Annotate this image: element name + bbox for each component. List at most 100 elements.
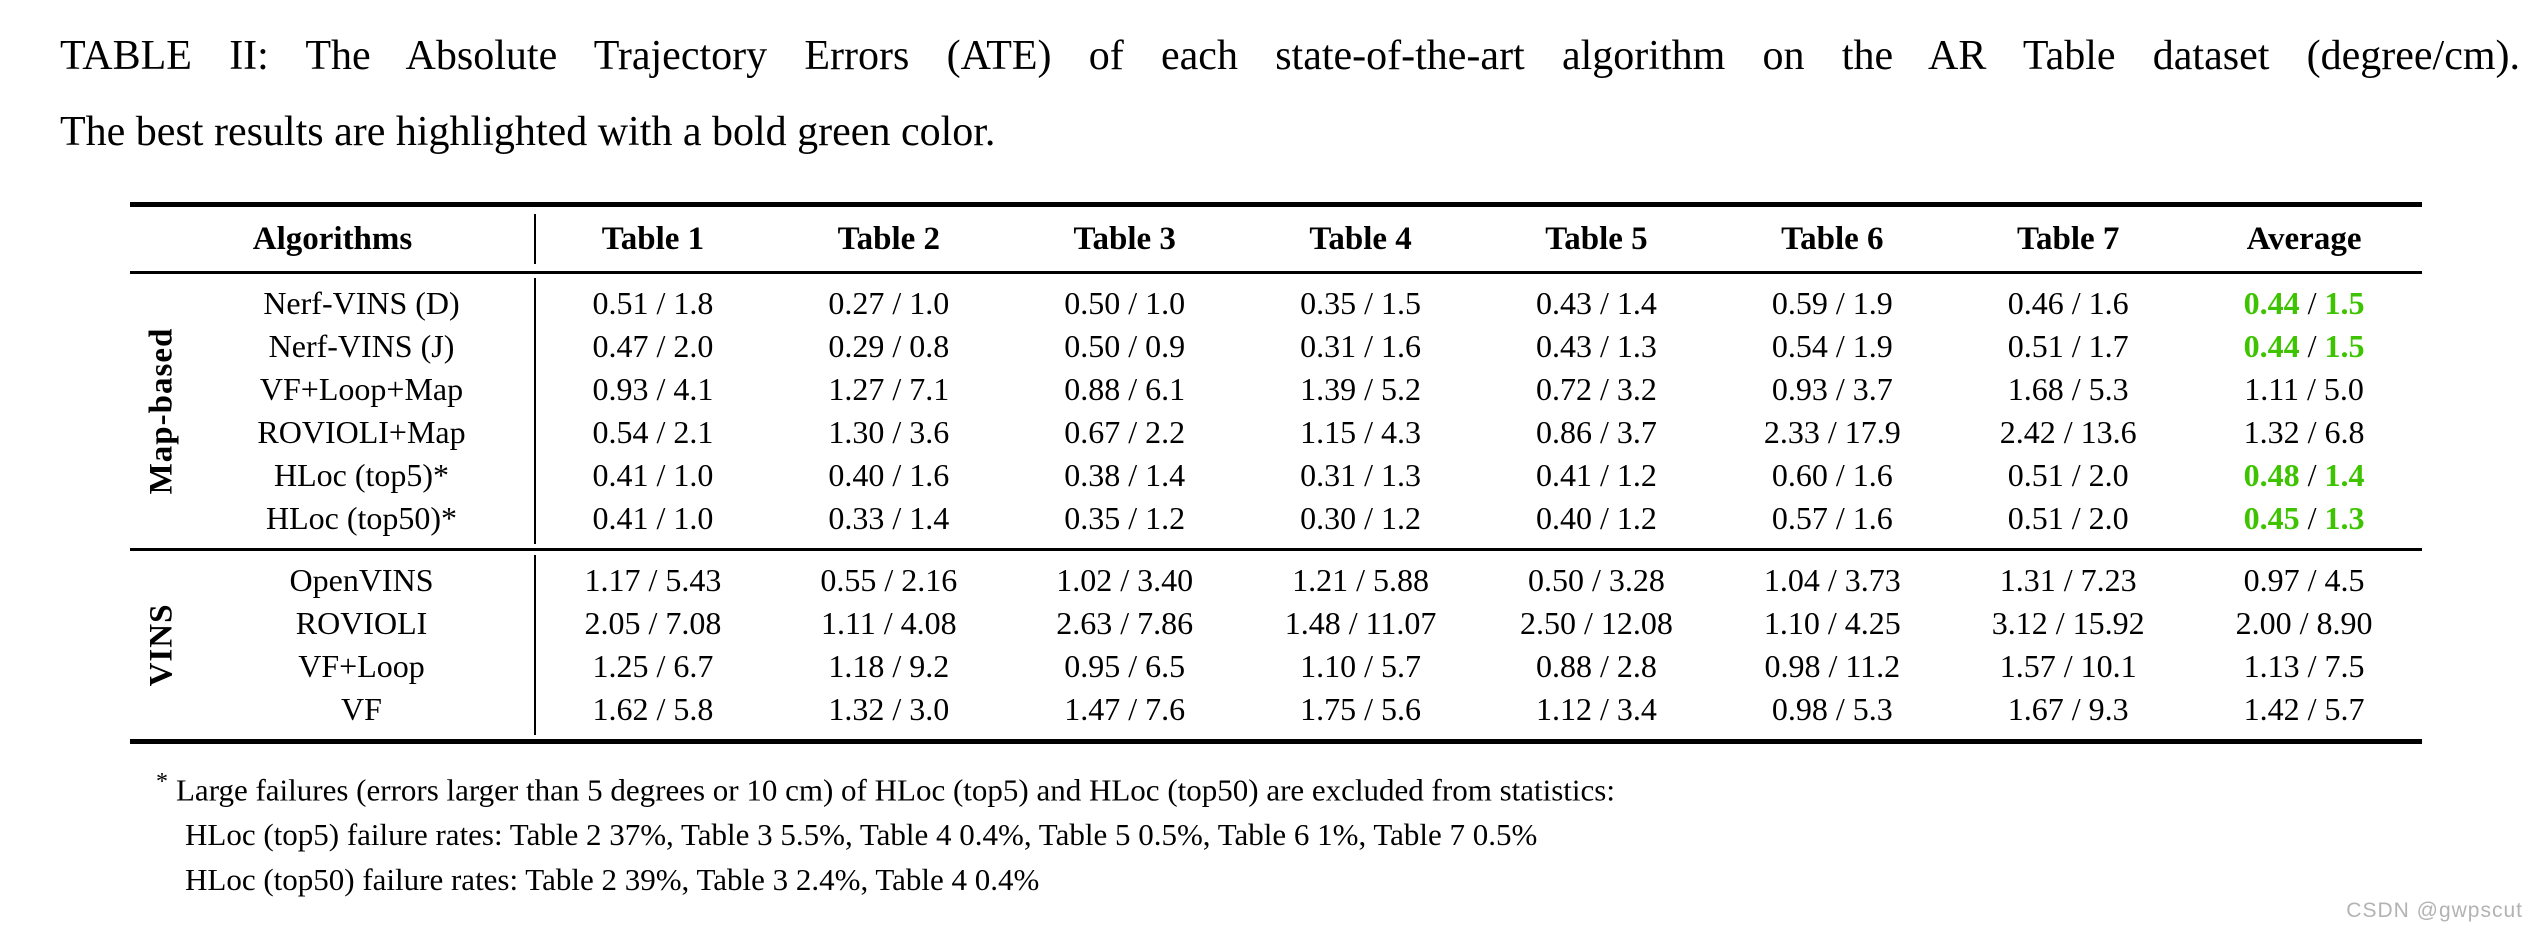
column-header-table-6: Table 6 [1781, 220, 1884, 257]
ate-value-cell: 0.33 / 1.4 [828, 500, 950, 536]
ate-value-cell: 2.63 / 7.86 [1056, 605, 1194, 641]
footnote-line-3: HLoc (top50) failure rates: Table 2 39%,… [185, 862, 1040, 898]
ate-value-cell: 1.32 / 6.8 [2243, 414, 2365, 450]
footnote-asterisk: * [156, 769, 168, 795]
column-header-table-7: Table 7 [2016, 220, 2120, 257]
ate-value-cell: 1.32 / 3.0 [828, 691, 950, 727]
ate-value-cell-best: 0.45 / 1.3 [2243, 500, 2365, 536]
ate-value-cell: 0.93 / 3.7 [1771, 371, 1893, 407]
ate-value-cell: 0.51 / 1.7 [2007, 328, 2129, 364]
table-rule-bottom [130, 739, 2422, 744]
ate-value-cell: 0.41 / 1.0 [592, 500, 714, 536]
ate-value-cell: 1.11 / 5.0 [2244, 371, 2364, 407]
ate-value-cell: 0.41 / 1.0 [592, 457, 714, 493]
algorithm-name: VF+Loop+Map [259, 371, 464, 407]
ate-value-cell: 0.86 / 3.7 [1535, 414, 1657, 450]
caption-line-2: The best results are highlighted with a … [60, 109, 996, 155]
ate-value-cell: 0.40 / 1.2 [1535, 500, 1657, 536]
ate-value-cell: 1.57 / 10.1 [1999, 648, 2137, 684]
ate-value-cell: 0.47 / 2.0 [592, 328, 714, 364]
ate-value-cell: 0.35 / 1.2 [1064, 500, 1186, 536]
paper-page: TABLE II: The Absolute Trajectory Errors… [0, 18, 2547, 922]
ate-value-cell: 0.50 / 3.28 [1527, 562, 1665, 598]
ate-value-cell: 0.50 / 1.0 [1064, 285, 1186, 321]
ate-value-cell: 1.31 / 7.23 [1999, 562, 2137, 598]
ate-value-cell: 1.39 / 5.2 [1300, 371, 1421, 407]
ate-value-cell: 1.17 / 5.43 [584, 562, 722, 598]
ate-value-cell: 1.62 / 5.8 [592, 691, 714, 727]
ate-value-cell: 0.31 / 1.6 [1300, 328, 1421, 364]
table-rule-group-divider [130, 548, 2422, 551]
algorithm-name: HLoc (top5)* [273, 457, 450, 493]
ate-value-cell: 1.02 / 3.40 [1056, 562, 1194, 598]
ate-value-cell-best: 0.44 / 1.5 [2243, 328, 2365, 364]
table-rule-top [130, 202, 2422, 207]
ate-value-cell: 0.88 / 6.1 [1064, 371, 1186, 407]
ate-value-cell: 1.15 / 4.3 [1300, 414, 1421, 450]
ate-value-cell: 2.33 / 17.9 [1763, 414, 1901, 450]
footnote-line-2: HLoc (top5) failure rates: Table 2 37%, … [185, 817, 1538, 853]
ate-value-cell: 1.12 / 3.4 [1535, 691, 1657, 727]
ate-value-cell: 2.00 / 8.90 [2235, 605, 2373, 641]
ate-value-cell: 0.51 / 2.0 [2007, 457, 2129, 493]
ate-value-cell: 2.05 / 7.08 [584, 605, 722, 641]
algorithm-name: ROVIOLI+Map [257, 414, 466, 450]
algorithm-name: VF [341, 691, 382, 727]
ate-value-cell-best: 0.48 / 1.4 [2243, 457, 2365, 493]
algorithm-name: Nerf-VINS (J) [268, 328, 455, 364]
ate-value-cell: 0.27 / 1.0 [828, 285, 950, 321]
ate-value-cell: 0.41 / 1.2 [1535, 457, 1657, 493]
ate-value-cell: 1.42 / 5.7 [2243, 691, 2365, 727]
ate-value-cell: 1.68 / 5.3 [2007, 371, 2129, 407]
algorithm-name: ROVIOLI [295, 605, 428, 641]
ate-value-cell: 0.29 / 0.8 [828, 328, 950, 364]
column-header-table-5: Table 5 [1545, 220, 1648, 257]
ate-value-cell: 0.31 / 1.3 [1300, 457, 1421, 493]
results-table: Algorithms Table 1 Table 2 Table 3 Table 4 Ta… [130, 202, 2422, 744]
ate-value-cell-best: 0.44 / 1.5 [2243, 285, 2365, 321]
ate-value-cell: 0.40 / 1.6 [828, 457, 950, 493]
ate-value-cell: 0.98 / 5.3 [1771, 691, 1893, 727]
ate-value-cell: 0.88 / 2.8 [1535, 648, 1657, 684]
column-header-algorithms: Algorithms [252, 220, 413, 257]
ate-value-cell: 1.10 / 4.25 [1763, 605, 1901, 641]
ate-value-cell: 0.51 / 1.8 [592, 285, 714, 321]
ate-value-cell: 1.10 / 5.7 [1300, 648, 1421, 684]
column-header-table-1: Table 1 [601, 220, 705, 257]
group-label-vins: VINS [143, 603, 180, 687]
footnote-line-1: * Large failures (errors larger than 5 de… [156, 760, 2547, 812]
column-header-average: Average [2246, 220, 2362, 257]
watermark: CSDN @gwpscut [2346, 899, 2523, 922]
ate-value-cell: 2.42 / 13.6 [1999, 414, 2137, 450]
ate-value-cell: 0.51 / 2.0 [2007, 500, 2129, 536]
ate-value-cell: 1.27 / 7.1 [828, 371, 950, 407]
group-label-map-based: Map-based [143, 327, 180, 495]
ate-value-cell: 0.46 / 1.6 [2007, 285, 2129, 321]
ate-value-cell: 0.97 / 4.5 [2243, 562, 2365, 598]
column-header-table-4: Table 4 [1309, 220, 1412, 257]
ate-value-cell: 1.11 / 4.08 [820, 605, 957, 641]
ate-value-cell: 1.48 / 11.07 [1284, 605, 1437, 641]
ate-value-cell: 0.59 / 1.9 [1771, 285, 1893, 321]
ate-value-cell: 0.30 / 1.2 [1300, 500, 1421, 536]
ate-value-cell: 1.04 / 3.73 [1763, 562, 1901, 598]
ate-value-cell: 0.55 / 2.16 [820, 562, 958, 598]
algorithm-name: Nerf-VINS (D) [263, 285, 460, 321]
ate-value-cell: 1.21 / 5.88 [1292, 562, 1429, 598]
ate-value-cell: 1.18 / 9.2 [828, 648, 950, 684]
ate-value-cell: 0.72 / 3.2 [1535, 371, 1657, 407]
table-rule-under-header [130, 271, 2422, 274]
table-header-row: Algorithms Table 1 Table 2 Table 3 Table 4 Ta… [130, 207, 2422, 271]
ate-value-cell: 1.13 / 7.5 [2243, 648, 2365, 684]
ate-value-cell: 0.57 / 1.6 [1771, 500, 1893, 536]
ate-value-cell: 1.30 / 3.6 [828, 414, 950, 450]
ate-value-cell: 0.60 / 1.6 [1771, 457, 1893, 493]
ate-value-cell: 2.50 / 12.08 [1519, 605, 1673, 641]
ate-value-cell: 0.35 / 1.5 [1300, 285, 1421, 321]
group-map-based: Map-based Nerf-VINS (D) 0.51 / 1.8 0.27 / 1… [130, 274, 2422, 548]
group-vins: VINS OpenVINS 1.17 / 5.43 0.55 / 2.16 1.02 /… [130, 551, 2422, 739]
group-rows: OpenVINS 1.17 / 5.43 0.55 / 2.16 1.02 / 3.4… [190, 551, 2422, 739]
ate-value-cell: 0.43 / 1.4 [1535, 285, 1657, 321]
group-rows: Nerf-VINS (D) 0.51 / 1.8 0.27 / 1.0 0.50 / … [190, 274, 2422, 548]
footnotes: * Large failures (errors larger than 5 de… [156, 760, 2547, 902]
